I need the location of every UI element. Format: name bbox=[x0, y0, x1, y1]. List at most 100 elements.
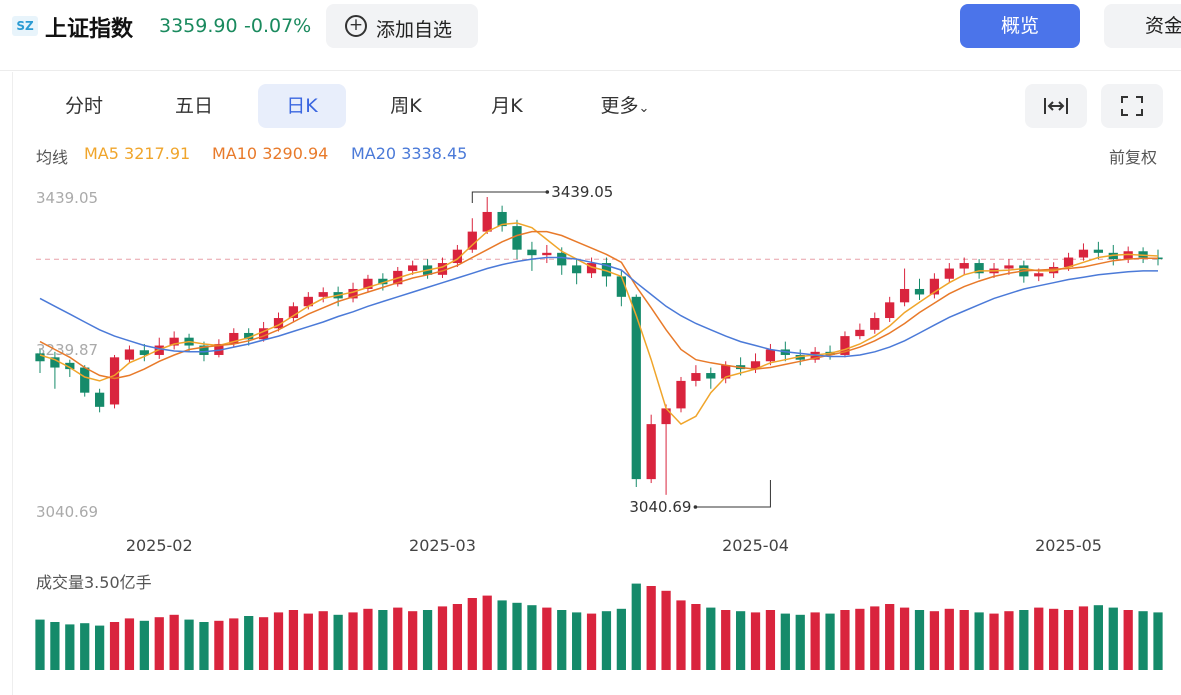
chevron-down-icon: ⌄ bbox=[638, 101, 650, 116]
volume-bar bbox=[557, 610, 567, 670]
volume-bar bbox=[1004, 611, 1014, 670]
candle-body bbox=[229, 332, 239, 344]
tab-five-day[interactable]: 五日 bbox=[174, 95, 213, 117]
ma5-line bbox=[39, 222, 1159, 426]
candle-body bbox=[482, 211, 492, 232]
min-annotation-dot bbox=[693, 505, 698, 509]
volume-bar bbox=[109, 622, 120, 670]
expand-horizontal-icon bbox=[1044, 98, 1068, 114]
volume-bar bbox=[750, 612, 761, 670]
ma-legend-title: 均线 bbox=[36, 148, 69, 167]
funds-button[interactable]: 资金 bbox=[1104, 4, 1181, 48]
volume-bar bbox=[899, 607, 910, 670]
candle-body bbox=[557, 252, 567, 266]
overview-button[interactable]: 概览 bbox=[960, 4, 1080, 48]
fit-width-button[interactable] bbox=[1025, 84, 1087, 128]
volume-bar bbox=[616, 608, 626, 670]
volume-bar bbox=[765, 610, 776, 670]
candle-body bbox=[750, 361, 761, 370]
volume-bar bbox=[378, 610, 388, 670]
volume-bar bbox=[914, 610, 925, 670]
ma5-legend: MA5 3217.91 bbox=[84, 144, 191, 163]
candle-body bbox=[437, 263, 448, 275]
candle-body bbox=[1063, 257, 1074, 267]
volume-bar bbox=[989, 613, 999, 670]
volume-bar bbox=[721, 610, 731, 670]
candle-body bbox=[1078, 249, 1089, 258]
tab-monthly-k[interactable]: 月K bbox=[491, 95, 523, 117]
volume-bar bbox=[631, 583, 641, 670]
volume-bar bbox=[154, 617, 164, 670]
candle-body bbox=[691, 373, 701, 381]
tab-daily-k[interactable]: 日K bbox=[258, 84, 346, 128]
volume-bar bbox=[273, 612, 284, 670]
funds-label: 资金 bbox=[1145, 15, 1181, 37]
volume-bar bbox=[512, 602, 522, 670]
volume-bar bbox=[288, 610, 299, 670]
candle-body bbox=[616, 276, 626, 297]
candle-body bbox=[572, 265, 582, 274]
fullscreen-icon bbox=[1121, 96, 1143, 116]
volume-bar bbox=[422, 610, 433, 670]
candle-body bbox=[765, 349, 776, 362]
min-annotation-leader bbox=[695, 480, 771, 508]
stock-name: 上证指数 bbox=[45, 17, 134, 42]
tab-weekly-k[interactable]: 周K bbox=[390, 95, 422, 117]
volume-bar bbox=[527, 605, 537, 670]
ma10-legend: MA10 3290.94 bbox=[212, 144, 329, 163]
candle-body bbox=[840, 336, 850, 355]
volume-bar bbox=[855, 608, 865, 670]
candle-body bbox=[855, 329, 865, 337]
candle-body bbox=[1123, 251, 1133, 260]
ma20-legend: MA20 3338.45 bbox=[351, 144, 468, 163]
volume-bar bbox=[1034, 607, 1044, 670]
candle-body bbox=[363, 278, 373, 289]
candle-body bbox=[586, 263, 597, 274]
candle-body bbox=[318, 292, 328, 297]
candle-body bbox=[214, 343, 224, 355]
candle-body bbox=[601, 263, 612, 277]
volume-bar bbox=[452, 604, 463, 670]
candle-body bbox=[631, 296, 641, 480]
volume-bar bbox=[1019, 610, 1029, 670]
volume-bar bbox=[1153, 612, 1163, 670]
volume-bar bbox=[586, 613, 597, 670]
candle-body bbox=[974, 263, 984, 274]
volume-bar bbox=[1078, 606, 1089, 670]
y-axis-top-label: 3439.05 bbox=[36, 189, 99, 207]
volume-bar bbox=[706, 607, 716, 670]
volume-bar bbox=[303, 613, 313, 670]
candle-body bbox=[80, 367, 90, 393]
adjust-mode[interactable]: 前复权 bbox=[1109, 148, 1158, 167]
header-bar: SZ 上证指数 3359.90 -0.07% + 添加自选 概览 资金 bbox=[0, 0, 1181, 71]
ma10-line bbox=[39, 230, 1158, 380]
volume-bar bbox=[258, 617, 269, 670]
change-percent: -0.07% bbox=[244, 15, 312, 37]
min-annotation-label: 3040.69 bbox=[629, 498, 691, 516]
candle-body bbox=[124, 349, 135, 360]
candle-body bbox=[348, 288, 358, 299]
candle-body bbox=[452, 249, 463, 264]
add-to-watchlist-button[interactable]: + 添加自选 bbox=[326, 4, 478, 48]
volume-bar bbox=[1108, 607, 1118, 670]
max-annotation-label: 3439.05 bbox=[551, 183, 613, 201]
max-annotation-leader bbox=[471, 191, 548, 203]
volume-bar bbox=[1049, 608, 1059, 670]
volume-bar bbox=[1063, 610, 1074, 670]
tab-intraday[interactable]: 分时 bbox=[64, 95, 103, 117]
candle-body bbox=[109, 357, 120, 405]
candle-body bbox=[139, 350, 149, 355]
volume-bar bbox=[646, 586, 656, 670]
tab-more-label: 更多 bbox=[600, 95, 639, 117]
tab-more[interactable]: 更多⌄ bbox=[585, 84, 665, 128]
volume-bar bbox=[199, 622, 209, 670]
x-axis-tick-label: 2025-02 bbox=[126, 536, 193, 555]
volume-bar bbox=[467, 598, 477, 670]
candle-body bbox=[795, 354, 805, 360]
candle-body bbox=[258, 328, 269, 340]
volume-bar bbox=[348, 612, 358, 670]
volume-bar bbox=[318, 611, 328, 670]
fullscreen-button[interactable] bbox=[1101, 84, 1163, 128]
candle-body bbox=[1049, 266, 1059, 274]
